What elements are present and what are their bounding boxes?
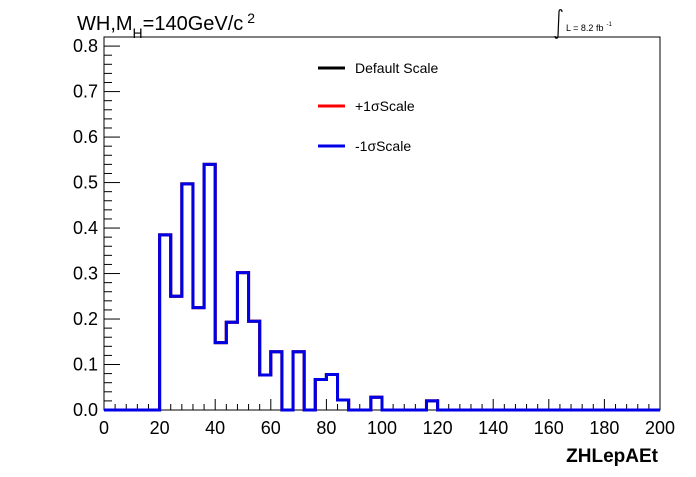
plot-frame (103, 36, 661, 411)
axes-layer: 0 20 40 60 80 100 120 140 160 180 200 0.0 0.1 0.2 0.3 0… (73, 36, 675, 438)
chart-title-superscript: 2 (247, 10, 255, 26)
y-tick-label: 0.7 (73, 82, 98, 102)
chart-title-main: WH,M (77, 13, 133, 35)
luminosity-unit-exponent: -1 (606, 22, 612, 28)
luminosity-value: L = 8.2 fb (566, 23, 603, 33)
legend-label: -1σScale (355, 138, 411, 154)
legend: Default Scale +1σScale -1σScale (318, 60, 438, 154)
legend-label: Default Scale (355, 60, 438, 76)
x-axis-label: ZHLepAEt (566, 446, 659, 467)
integral-icon (554, 9, 563, 39)
chart-title-subscript: H (133, 25, 143, 41)
x-tick-label: 140 (478, 418, 508, 438)
y-tick-label: 0.6 (73, 127, 98, 147)
x-tick-label: 180 (589, 418, 619, 438)
y-tick-label: 0.2 (73, 309, 98, 329)
y-tick-label: 0.5 (73, 173, 98, 193)
x-tick-label: 40 (205, 418, 225, 438)
series-layer (104, 162, 660, 412)
luminosity-label: L = 8.2 fb -1 (554, 9, 612, 39)
series-line-1 (104, 162, 660, 412)
y-tick-label: 0.1 (73, 355, 98, 375)
y-tick-label: 0.0 (73, 400, 98, 420)
x-tick-label: 0 (99, 418, 109, 438)
x-tick-label: 160 (534, 418, 564, 438)
luminosity-text: L = 8.2 fb -1 (566, 22, 612, 33)
y-tick-label: 0.8 (73, 36, 98, 56)
chart-title: WH,MH=140GeV/c 2 (77, 10, 255, 41)
x-tick-label: 120 (423, 418, 453, 438)
series-line-0 (104, 162, 660, 412)
x-tick-label: 100 (367, 418, 397, 438)
x-tick-label: 200 (645, 418, 675, 438)
x-tick-label: 20 (150, 418, 170, 438)
legend-label: +1σScale (355, 98, 415, 114)
x-tick-label: 60 (261, 418, 281, 438)
chart-title-rest: =140GeV/c (143, 13, 244, 35)
series-line-2 (104, 162, 660, 412)
y-tick-label: 0.3 (73, 264, 98, 284)
y-tick-label: 0.4 (73, 218, 98, 238)
x-tick-label: 80 (316, 418, 336, 438)
